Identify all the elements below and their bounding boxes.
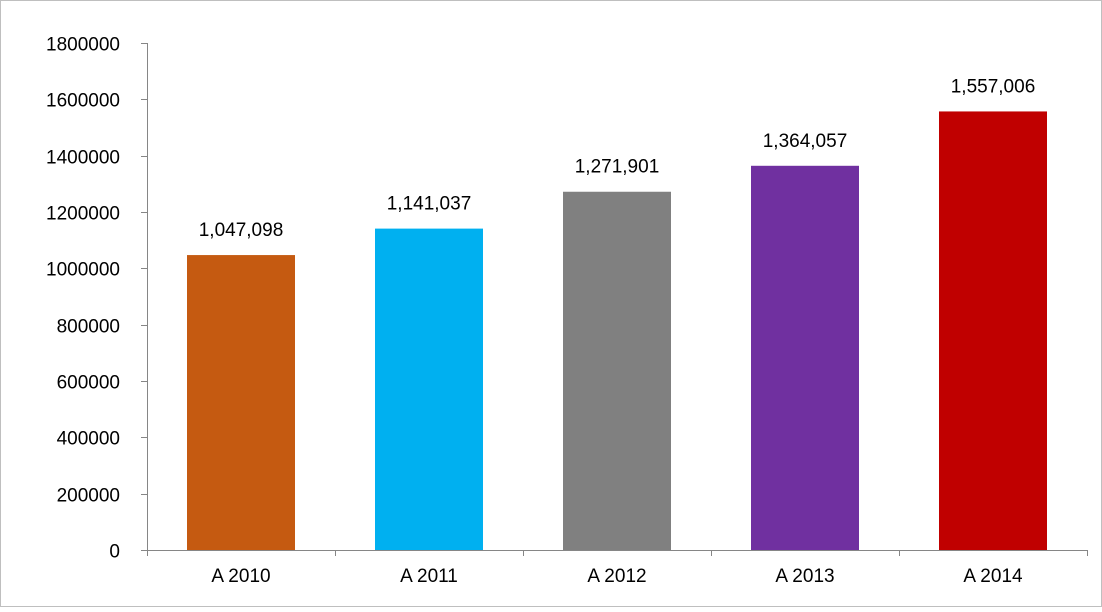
y-tick-label: 800000 <box>57 317 120 338</box>
y-tick-label: 1800000 <box>46 35 120 56</box>
y-tick-label: 1400000 <box>46 148 120 169</box>
data-label: 1,271,901 <box>575 157 660 178</box>
x-tick-label: A 2012 <box>587 566 646 587</box>
y-axis: 0 200000 400000 600000 800000 1000000 1200000 1… <box>46 35 148 563</box>
y-tick-label: 400000 <box>57 429 120 450</box>
bar-a-2011 <box>375 228 483 550</box>
data-label: 1,557,006 <box>951 76 1036 97</box>
bar-a-2012 <box>563 191 671 551</box>
y-tick-label: 1000000 <box>46 260 120 281</box>
x-tick-label: A 2014 <box>963 566 1023 587</box>
x-tick-label: A 2013 <box>775 566 834 587</box>
x-axis: A 2010 A 2011 A 2012 A 2013 A 2014 <box>147 550 1088 587</box>
y-tick-label: 200000 <box>57 486 120 507</box>
x-tick-label: A 2011 <box>400 566 458 587</box>
x-tick-label: A 2010 <box>211 566 270 587</box>
bar-a-2013 <box>751 165 859 550</box>
bar-a-2010 <box>187 255 295 551</box>
y-tick-label: 1200000 <box>46 204 120 225</box>
data-labels: 1,047,098 1,141,037 1,271,901 1,364,057 1,55… <box>199 76 1036 241</box>
data-label: 1,047,098 <box>199 220 284 241</box>
y-tick-label: 0 <box>109 542 120 563</box>
data-label: 1,141,037 <box>387 194 472 215</box>
bar-a-2014 <box>939 111 1047 551</box>
bars <box>187 111 1047 551</box>
data-label: 1,364,057 <box>763 131 848 152</box>
y-tick-label: 1600000 <box>46 91 120 112</box>
y-tick-label: 600000 <box>57 373 120 394</box>
